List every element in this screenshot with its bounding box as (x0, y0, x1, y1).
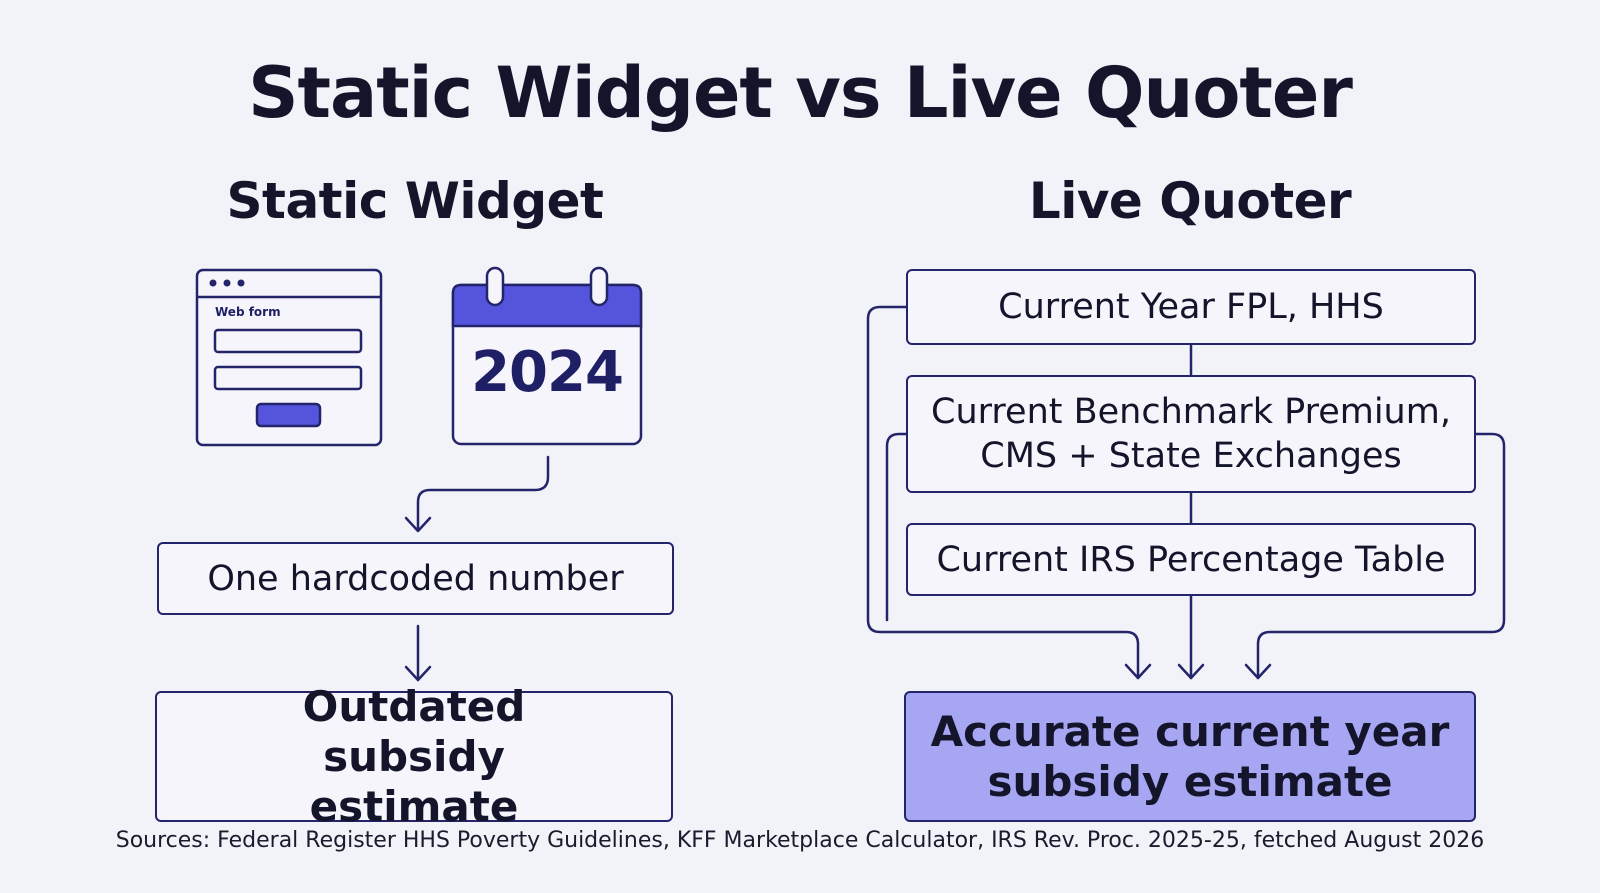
hardcoded-number-box: One hardcoded number (157, 542, 674, 615)
page-title: Static Widget vs Live Quoter (248, 52, 1353, 134)
number-to-result-arrowhead (404, 665, 432, 682)
benchmark-right-loop-connector (1256, 432, 1506, 680)
calendar-to-number-connector (416, 455, 550, 532)
outdated-estimate-box: Outdated subsidy estimate (155, 682, 673, 831)
left-arrowhead (1124, 663, 1152, 680)
fpl-source-box: Current Year FPL, HHS (906, 269, 1476, 345)
sources-footer: Sources: Federal Register HHS Poverty Gu… (115, 828, 1485, 853)
irs-table-source-box: Current IRS Percentage Table (906, 523, 1476, 596)
web-form-label: Web form (215, 305, 281, 319)
benchmark-source-label-line1: Current Benchmark Premium, (931, 392, 1451, 432)
benchmark-source-box: Current Benchmark Premium, CMS + State E… (906, 375, 1476, 493)
static-widget-heading: Static Widget (226, 172, 604, 230)
calendar-year: 2024 (471, 340, 624, 405)
fpl-loop-connector (866, 305, 1140, 680)
outdated-estimate-label: Outdated subsidy estimate (302, 681, 526, 831)
benchmark-source-label-line2: CMS + State Exchanges (980, 436, 1402, 476)
accurate-estimate-box: Accurate current year subsidy estimate (904, 691, 1476, 822)
calendar-icon (451, 266, 643, 446)
hardcoded-number-label: One hardcoded number (207, 558, 624, 599)
irs-table-source-label: Current IRS Percentage Table (936, 539, 1446, 580)
accurate-estimate-label-line1: Accurate current year (930, 706, 1450, 756)
accurate-estimate-label-line2: subsidy estimate (987, 756, 1393, 806)
browser-web-form-icon (195, 268, 383, 447)
fpl-source-label: Current Year FPL, HHS (998, 287, 1384, 327)
live-quoter-heading: Live Quoter (1028, 172, 1352, 230)
calendar-to-number-arrowhead (404, 516, 432, 533)
center-arrowhead (1177, 663, 1205, 680)
right-arrowhead (1244, 663, 1272, 680)
benchmark-left-loop-connector (885, 432, 908, 622)
